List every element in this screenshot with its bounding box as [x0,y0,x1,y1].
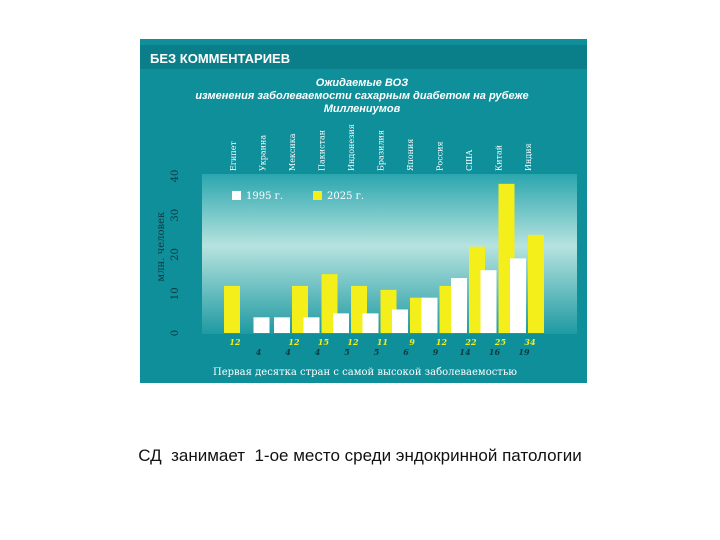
legend-label-1995: 1995 г. [246,191,283,202]
value-label-2025: 22 [464,337,477,347]
bar-1995 [362,313,379,333]
category-labels: Египет Украина Мексика Пакистан Индонезия Бра… [229,124,533,171]
category-label: США [465,150,474,171]
chart-title-line-1: Ожидаемые ВОЗ [316,77,408,89]
bar-1995 [510,258,526,333]
who-diabetes-chart: БЕЗ КОММЕНТАРИЕВ Ожидаемые ВОЗ изменения… [140,39,587,383]
value-label-2025: 12 [347,337,359,347]
chart-title-line-3: Миллениумов [324,103,401,115]
category-label: Индонезия [347,124,356,171]
bar-1995 [333,313,349,333]
legend-label-2025: 2025 г. [327,191,364,202]
category-label: Китай [495,145,504,171]
value-label-2025: 9 [409,337,415,347]
value-label-1995: 5 [374,347,380,357]
category-label: Мексика [288,133,297,171]
bar-1995 [392,309,408,333]
y-tick-label: 30 [170,209,181,222]
bar-2025 [528,234,544,333]
y-tick-label: 20 [170,248,181,261]
value-label-1995: 16 [489,347,501,357]
category-label: Индия [524,143,533,171]
category-label: Египет [229,141,238,171]
bar-1995 [303,317,320,333]
value-label-1995: 4 [285,347,291,357]
bar-2025 [224,285,240,333]
y-tick-label: 0 [170,330,181,336]
bars [224,183,544,333]
header-bar [140,45,587,69]
value-label-1995: 5 [344,347,350,357]
value-label-2025: 11 [377,337,388,347]
y-ticks: 0 10 20 30 40 [170,170,181,337]
slide-caption: СД занимает 1-ое место среди эндокринной… [138,446,582,465]
chart-title-line-2: изменения заболеваемости сахарным диабет… [195,90,528,102]
chart-svg: БЕЗ КОММЕНТАРИЕВ Ожидаемые ВОЗ изменения… [140,39,587,383]
bar-1995 [451,278,467,333]
value-label-1995: 6 [403,347,409,357]
value-label-1995: 19 [518,347,530,357]
legend-swatch-2025 [313,191,322,200]
category-label: Бразилия [377,130,386,171]
value-label-2025: 12 [436,337,448,347]
category-label: Россия [436,141,445,171]
value-label-2025: 25 [494,337,507,347]
value-label-1995: 4 [256,347,262,357]
y-tick-label: 10 [170,287,181,300]
value-label-1995: 9 [433,347,439,357]
value-label-1995: 4 [315,347,321,357]
value-label-2025: 15 [318,337,330,347]
value-label-1995: 14 [459,347,471,357]
legend-swatch-1995 [232,191,241,200]
header-text: БЕЗ КОММЕНТАРИЕВ [150,51,290,66]
legend: 1995 г. 2025 г. [232,191,364,202]
bar-1995 [421,297,438,333]
y-tick-label: 40 [170,170,181,183]
value-label-2025: 12 [288,337,300,347]
x-axis-label: Первая десятка стран с самой высокой заб… [213,367,517,378]
category-label: Пакистан [318,130,327,171]
bar-1995 [480,270,497,333]
category-label: Украина [259,135,268,171]
bar-1995 [253,317,270,333]
bar-1995 [274,317,290,333]
value-label-2025: 12 [229,337,241,347]
category-label: Япония [406,139,415,171]
y-axis-label: млн. человек [156,211,167,282]
value-label-2025: 34 [524,337,536,347]
